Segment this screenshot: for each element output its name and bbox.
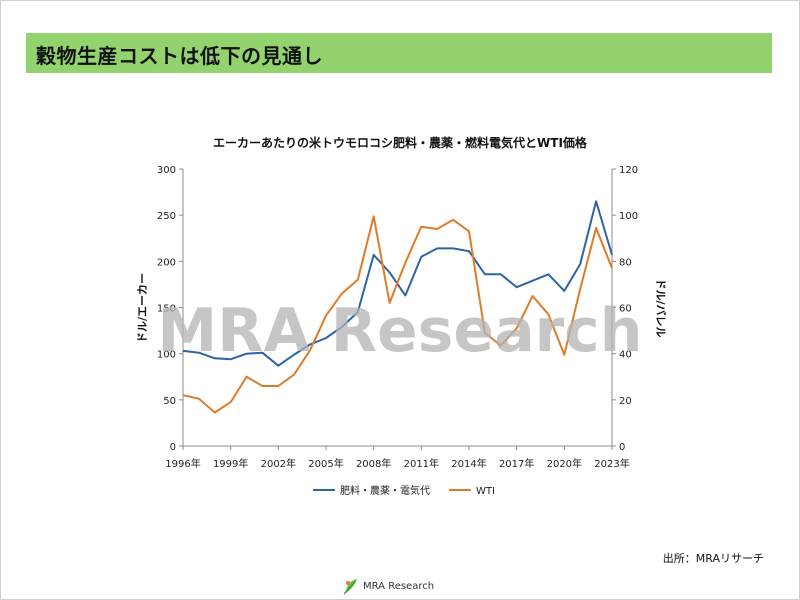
x-tick-label: 2011年 (404, 457, 439, 470)
y-tick-label-right: 80 (619, 257, 632, 268)
x-tick-label: 2023年 (594, 457, 629, 470)
y-tick-label-right: 120 (619, 165, 638, 176)
legend-item-fertilizer-label: 肥料・農薬・電気代 (340, 484, 430, 497)
y-tick-label-left: 100 (157, 350, 176, 361)
y-tick-label-left: 200 (157, 257, 176, 268)
leaf-logo-icon (343, 579, 357, 595)
y-tick-label-right: 20 (619, 396, 632, 407)
y-axis-label-right: ドル/バレル (654, 278, 667, 337)
y-tick-label-right: 0 (619, 442, 625, 453)
watermark: MRA Research (158, 296, 643, 366)
x-tick-label: 1999年 (213, 457, 248, 470)
y-tick-label-left: 300 (157, 165, 176, 176)
chart-title: エーカーあたりの米トウモロコシ肥料・農薬・燃料電気代とWTI価格 (213, 135, 588, 150)
y-tick-label-right: 100 (619, 211, 638, 222)
legend: 肥料・農薬・電気代 WTI (313, 484, 495, 497)
x-tick-label: 2002年 (261, 457, 296, 470)
x-tick-label: 1996年 (165, 457, 200, 470)
y-tick-label-left: 150 (157, 304, 176, 315)
y-tick-label-left: 250 (157, 211, 176, 222)
x-tick-label: 2017年 (499, 457, 534, 470)
series-line-wti (182, 215, 613, 414)
legend-item-wti-label: WTI (476, 486, 495, 497)
y-tick-label-left: 0 (170, 442, 176, 453)
x-tick-label: 2014年 (451, 457, 486, 470)
y-tick-label-right: 40 (619, 350, 632, 361)
footer-logo: MRA Research (343, 576, 434, 596)
slide-title: 穀物生産コストは低下の見通し (36, 44, 323, 68)
source-note: 出所：MRAリサーチ (662, 552, 764, 565)
x-tick-label: 2020年 (547, 457, 582, 470)
series-lines (182, 200, 613, 414)
x-tick-label: 2005年 (308, 457, 343, 470)
axes: 0 50 100 150 200 250 300 0 20 40 60 80 100 120 1996年 19… (157, 165, 638, 470)
y-axis-label-left: ドル/エーカー (136, 273, 149, 343)
y-tick-label-left: 50 (163, 396, 176, 407)
x-tick-label: 2008年 (356, 457, 391, 470)
footer-brand: MRA Research (363, 580, 435, 592)
title-bar: 穀物生産コストは低下の見通し (26, 33, 772, 73)
y-tick-label-right: 60 (619, 304, 632, 315)
